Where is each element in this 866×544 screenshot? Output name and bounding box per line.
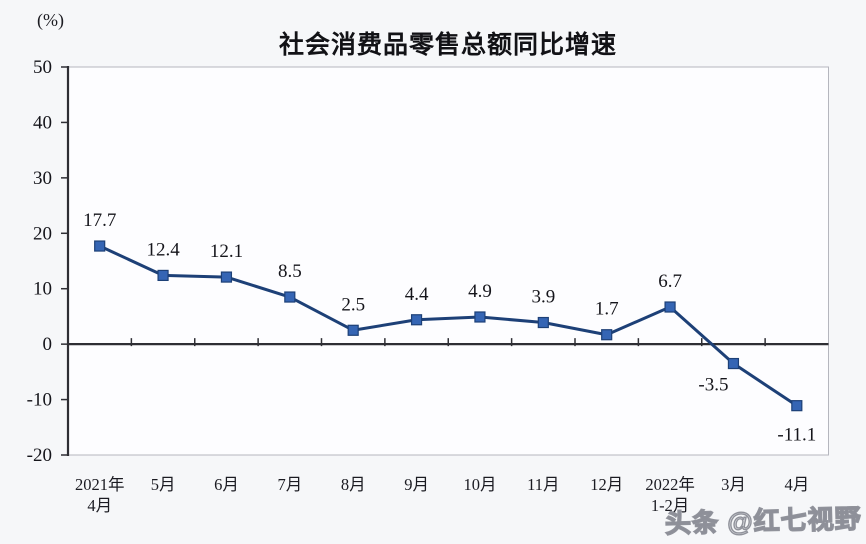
- data-point-marker: [791, 400, 803, 412]
- x-axis-label: 8月: [341, 475, 366, 494]
- data-point-marker: [347, 324, 359, 336]
- x-axis-label: 4月: [87, 496, 112, 515]
- y-axis-label: 20: [33, 223, 52, 244]
- data-label: 3.9: [531, 287, 555, 308]
- data-label: 6.7: [658, 271, 682, 292]
- data-label: 12.1: [210, 241, 243, 262]
- data-point-marker: [474, 311, 486, 323]
- chart-title: 社会消费品零售总额同比增速: [278, 31, 617, 59]
- data-label: 4.4: [405, 284, 429, 305]
- x-axis-label: 11月: [527, 475, 559, 494]
- y-axis-label: 30: [33, 168, 52, 189]
- data-label: 2.5: [341, 294, 365, 315]
- x-axis-label: 1-2月: [651, 496, 690, 515]
- x-axis-label: 7月: [277, 475, 302, 494]
- data-label: 8.5: [278, 261, 302, 282]
- data-point-marker: [601, 329, 613, 341]
- data-point-marker: [220, 271, 233, 283]
- data-point-marker: [537, 316, 549, 329]
- watermark-text: 头条 @红七视野: [664, 503, 863, 540]
- x-axis-label: 2021年: [75, 475, 125, 494]
- data-label: -11.1: [777, 425, 816, 446]
- y-axis-label: 50: [33, 57, 52, 78]
- x-axis-label: 10月: [463, 475, 496, 494]
- data-label: 4.9: [468, 281, 492, 302]
- x-axis-label: 5月: [151, 475, 176, 494]
- y-axis-unit-label: (%): [37, 10, 64, 30]
- x-axis-label: 4月: [784, 475, 809, 494]
- y-axis-label: 10: [33, 279, 52, 300]
- data-point-marker: [664, 301, 676, 313]
- plot-area: [67, 66, 829, 456]
- data-line: [98, 244, 799, 408]
- data-label: 17.7: [83, 210, 116, 231]
- y-axis-label: 40: [33, 112, 52, 133]
- y-axis-label: 0: [43, 334, 53, 355]
- data-label: 1.7: [595, 299, 619, 320]
- x-axis-label: 2022年: [645, 475, 695, 494]
- x-axis-label: 12月: [590, 475, 623, 494]
- y-axis-label: -10: [27, 390, 52, 411]
- data-label: -3.5: [698, 375, 728, 396]
- data-label: 12.4: [146, 239, 180, 260]
- x-axis-label: 6月: [214, 475, 239, 494]
- x-axis-label: 3月: [721, 475, 746, 494]
- y-axis-label: -20: [27, 445, 52, 466]
- data-point-marker: [410, 314, 423, 326]
- data-point-marker: [94, 240, 106, 252]
- data-point-marker: [157, 269, 169, 282]
- data-point-marker: [284, 291, 296, 303]
- data-point-marker: [727, 357, 740, 370]
- x-axis-label: 9月: [404, 475, 429, 494]
